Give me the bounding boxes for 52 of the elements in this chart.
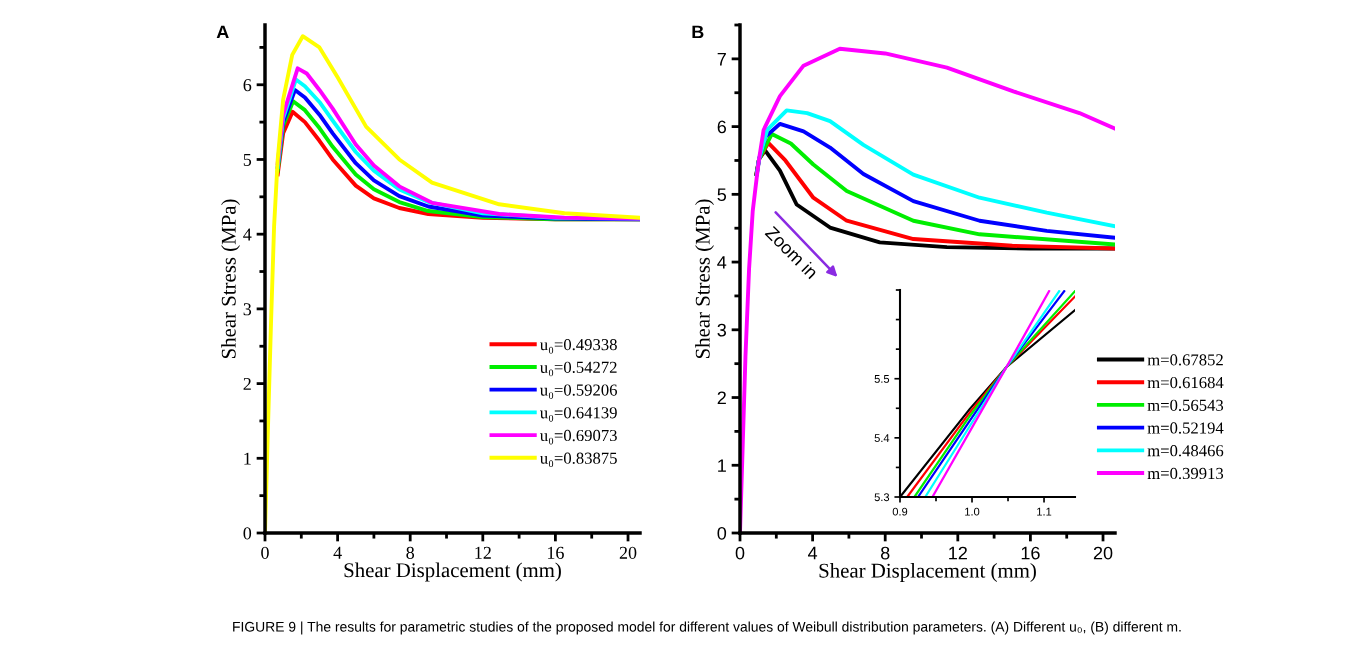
y-tick-label: 6 [717, 120, 727, 134]
x-tick-label: 12 [949, 546, 967, 560]
chart-title: B [692, 25, 704, 39]
y-tick-label: 0 [717, 526, 727, 540]
legend-label: m=0.56543 [1147, 399, 1224, 411]
x-tick-label: 16 [547, 546, 564, 559]
y-tick-label: 1 [244, 452, 251, 465]
y-tick-label: 1 [718, 459, 726, 472]
x-tick-label: 8 [406, 546, 415, 559]
y-tick-label: 2 [243, 377, 251, 390]
y-tick-label: 4 [717, 256, 727, 269]
x-tick-label: 4 [333, 546, 342, 559]
legend-label: u₀=0.49338 [540, 338, 617, 354]
x-tick-label: 0 [261, 546, 269, 559]
y-tick-label: 0 [243, 527, 252, 540]
y-tick-label: 7 [717, 52, 726, 66]
caption: FIGURE 9 | The results for parametric studies of the proposed model for different values of Weibull distribution parameters. (A) Different u₀, (B) different m. [233, 621, 1181, 635]
x-tick-label: 0 [735, 546, 745, 560]
y-tick-label: 4 [243, 228, 252, 241]
legend-label: m=0.48466 [1147, 445, 1224, 457]
y-tick-label: 2 [717, 391, 726, 405]
chart-title: A [216, 25, 229, 39]
x-tick-label: 4 [808, 546, 818, 560]
y-axis-title: Shear Stress (MPa) [221, 199, 240, 359]
x-tick-label: 8 [880, 546, 890, 560]
y-tick-label: 5 [243, 153, 252, 166]
x-axis-title: Shear Displacement (mm) [819, 563, 1036, 582]
y-tick-label: 3 [717, 323, 727, 337]
legend-label: u₀=0.83875 [540, 452, 617, 468]
legend-label: m=0.61684 [1147, 376, 1224, 389]
legend-label: u₀=0.54272 [540, 361, 617, 377]
legend-label: m=0.52194 [1147, 422, 1224, 434]
x-tick-label: 20 [619, 546, 637, 559]
legend-label: m=0.39913 [1147, 467, 1224, 480]
y-tick-label: 6 [243, 79, 252, 92]
x-tick-label: 16 [1021, 546, 1040, 560]
legend-label: u₀=0.69073 [540, 429, 617, 445]
x-tick-label: 1.1 [1037, 507, 1052, 516]
legend-label: u₀=0.59206 [540, 384, 617, 399]
x-tick-label: 0.9 [892, 507, 908, 516]
legend-label: m=0.67852 [1147, 354, 1223, 366]
x-tick-label: 12 [475, 546, 491, 559]
x-tick-label: 20 [1093, 546, 1113, 560]
y-tick-label: 5.5 [874, 375, 890, 383]
y-tick-label: 5.4 [874, 434, 890, 442]
legend-label: u₀=0.64139 [540, 407, 617, 422]
y-tick-label: 5 [717, 188, 727, 202]
y-tick-label: 3 [243, 303, 252, 316]
x-tick-label: 1.0 [965, 507, 980, 516]
x-axis-title: Shear Displacement (mm) [344, 562, 561, 582]
y-axis-title: Shear Stress (MPa) [695, 199, 714, 359]
y-tick-label: 5.3 [874, 493, 890, 502]
